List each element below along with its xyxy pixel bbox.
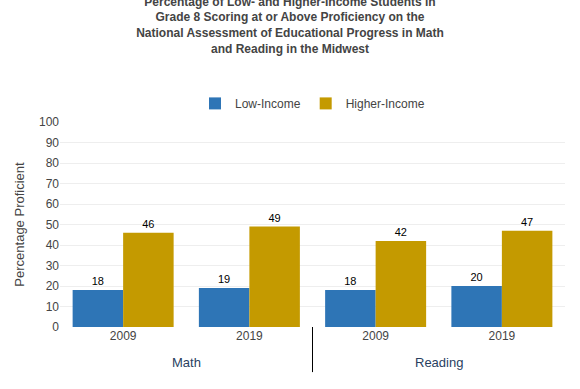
svg-text:19: 19 bbox=[218, 273, 230, 285]
svg-text:2009: 2009 bbox=[110, 329, 137, 343]
svg-text:2019: 2019 bbox=[236, 329, 263, 343]
svg-text:42: 42 bbox=[395, 226, 407, 238]
svg-text:Higher-Income: Higher-Income bbox=[346, 97, 425, 111]
svg-text:Percentage Proficient: Percentage Proficient bbox=[12, 162, 27, 287]
svg-text:Reading: Reading bbox=[415, 355, 463, 370]
svg-text:46: 46 bbox=[142, 218, 154, 230]
svg-text:40: 40 bbox=[46, 238, 60, 252]
svg-text:2019: 2019 bbox=[489, 329, 516, 343]
svg-text:49: 49 bbox=[269, 212, 281, 224]
svg-text:Math: Math bbox=[172, 355, 201, 370]
svg-text:70: 70 bbox=[46, 177, 60, 191]
svg-text:18: 18 bbox=[344, 275, 356, 287]
svg-text:10: 10 bbox=[46, 300, 60, 314]
svg-text:50: 50 bbox=[46, 218, 60, 232]
svg-text:60: 60 bbox=[46, 197, 60, 211]
svg-text:Low-Income: Low-Income bbox=[235, 97, 301, 111]
svg-text:20: 20 bbox=[471, 271, 483, 283]
svg-text:47: 47 bbox=[521, 216, 533, 228]
svg-text:80: 80 bbox=[46, 156, 60, 170]
svg-text:Percentage of Low- and Higher-: Percentage of Low- and Higher-Income Stu… bbox=[136, 0, 444, 56]
svg-text:20: 20 bbox=[46, 279, 60, 293]
svg-text:90: 90 bbox=[46, 136, 60, 150]
svg-text:18: 18 bbox=[92, 275, 104, 287]
svg-text:2009: 2009 bbox=[362, 329, 389, 343]
svg-text:100: 100 bbox=[39, 115, 59, 129]
svg-text:0: 0 bbox=[52, 320, 59, 334]
svg-text:30: 30 bbox=[46, 259, 60, 273]
